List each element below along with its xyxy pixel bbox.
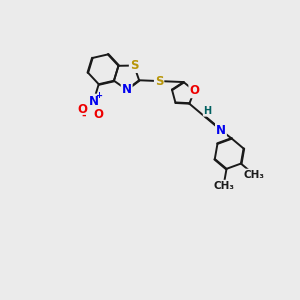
Text: +: + [95, 91, 102, 100]
Text: S: S [155, 75, 164, 88]
Text: N: N [122, 83, 132, 96]
Text: O: O [77, 103, 87, 116]
Text: H: H [204, 106, 212, 116]
Text: S: S [130, 59, 138, 72]
Text: N: N [216, 124, 226, 137]
Text: O: O [189, 84, 199, 97]
Text: CH₃: CH₃ [244, 169, 265, 180]
Text: N: N [88, 94, 99, 108]
Text: -: - [82, 111, 86, 121]
Text: CH₃: CH₃ [213, 181, 234, 190]
Text: O: O [93, 108, 103, 121]
